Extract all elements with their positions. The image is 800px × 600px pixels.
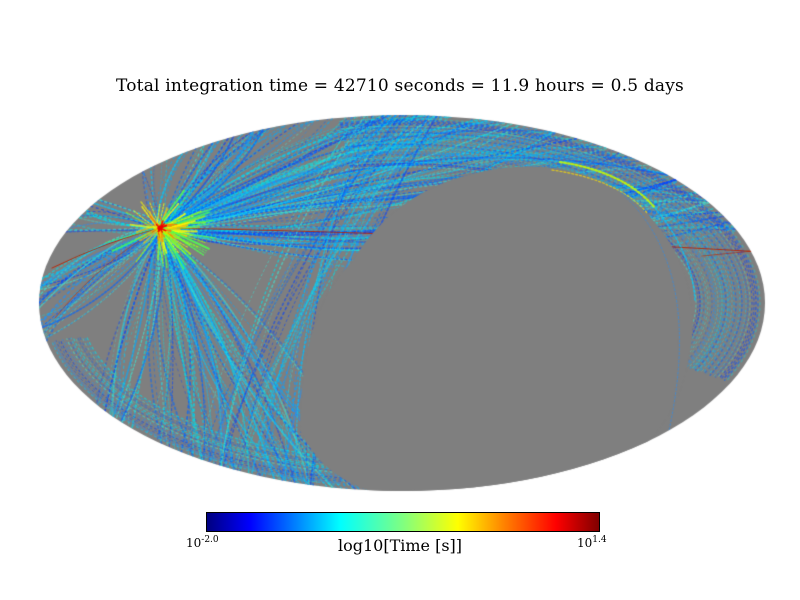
colorbar-label: log10[Time [s]] <box>337 536 463 555</box>
colorbar-max-tick: 101.4 <box>577 535 607 550</box>
colorbar-gradient <box>207 513 599 531</box>
colorbar-max-exp: 1.4 <box>592 535 607 545</box>
colorbar-min-tick: 10-2.0 <box>186 535 219 550</box>
figure-title: Total integration time = 42710 seconds =… <box>116 76 684 96</box>
colorbar-min-exp: -2.0 <box>201 535 219 545</box>
colorbar <box>206 512 600 532</box>
colorbar-min-base: 10 <box>186 536 202 550</box>
colorbar-max-base: 10 <box>577 536 593 550</box>
